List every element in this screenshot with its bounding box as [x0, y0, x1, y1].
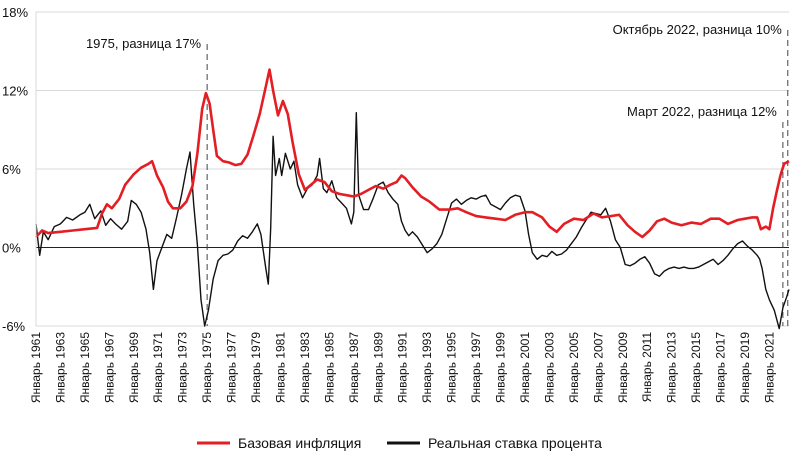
x-tick-label: Январь 1991 [396, 332, 410, 403]
series-line-core-inflation [35, 68, 790, 239]
x-tick-label: Январь 1983 [298, 332, 312, 403]
x-tick-label: Январь 1973 [176, 332, 190, 403]
x-tick-label: Январь 2001 [518, 332, 532, 403]
x-tick-label: Январь 2021 [762, 332, 776, 403]
x-tick-label: Январь 2005 [567, 332, 581, 403]
x-tick-label: Январь 2003 [542, 332, 556, 403]
y-tick-label: 0% [2, 241, 21, 256]
y-tick-label: 6% [2, 162, 21, 177]
x-tick-label: Январь 1971 [151, 332, 165, 403]
x-tick-label: Январь 1977 [225, 332, 239, 403]
x-tick-label: Январь 1989 [371, 332, 385, 403]
series-line-real-rate [35, 112, 790, 330]
x-tick-label: Январь 1999 [494, 332, 508, 403]
x-tick-label: Январь 2009 [616, 332, 630, 403]
y-axis: 18% 12% 6% 0% -6% [2, 5, 37, 334]
annotation-label: Март 2022, разница 12% [627, 104, 777, 119]
x-tick-label: Январь 1979 [249, 332, 263, 403]
chart-legend: Базовая инфляция Реальная ставка процент… [197, 435, 602, 451]
x-tick-label: Январь 1961 [29, 332, 43, 403]
x-tick-label: Январь 1987 [347, 332, 361, 403]
x-tick-label: Январь 1981 [273, 332, 287, 403]
chart-grid [36, 11, 789, 327]
legend-label-real-rate: Реальная ставка процента [428, 435, 602, 451]
x-tick-label: Январь 1993 [420, 332, 434, 403]
x-tick-label: Январь 1967 [102, 332, 116, 403]
x-tick-label: Январь 1969 [127, 332, 141, 403]
x-tick-label: Январь 1963 [53, 332, 67, 403]
x-tick-label: Январь 1965 [78, 332, 92, 403]
x-tick-label: Январь 2011 [640, 332, 654, 403]
x-tick-label: Январь 2007 [591, 332, 605, 403]
x-tick-label: Январь 2019 [738, 332, 752, 403]
x-tick-label: Январь 1995 [445, 332, 459, 403]
legend-label-core-inflation: Базовая инфляция [238, 435, 361, 451]
x-tick-label: Январь 2013 [665, 332, 679, 403]
annotation-label: Октябрь 2022, разница 10% [613, 22, 783, 37]
chart-annotations: 1975, разница 17% Март 2022, разница 12% О… [86, 22, 789, 326]
x-tick-label: Январь 2015 [689, 332, 703, 403]
y-tick-label: 12% [2, 84, 28, 99]
x-tick-label: Январь 1985 [322, 332, 336, 403]
chart-series [35, 68, 790, 330]
y-tick-label: 18% [2, 5, 28, 20]
x-tick-label: Январь 1997 [469, 332, 483, 403]
annotation-label: 1975, разница 17% [86, 36, 202, 51]
x-tick-label: Январь 1975 [200, 332, 214, 403]
x-tick-label: Январь 2017 [714, 332, 728, 403]
x-axis: Январь 1961 Январь 1963 Январь 1965 Январь … [29, 332, 776, 403]
y-tick-label: -6% [2, 319, 26, 334]
